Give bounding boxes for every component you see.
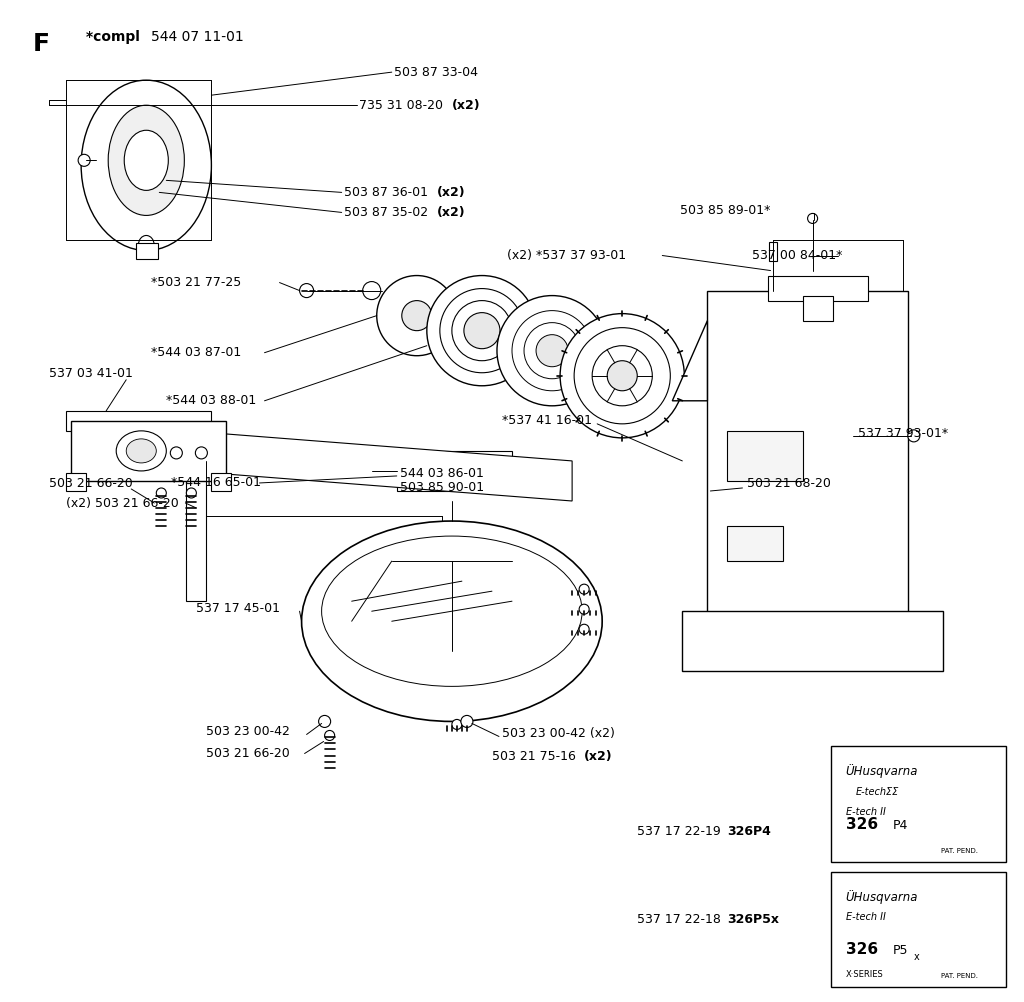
Ellipse shape (607, 361, 637, 391)
Ellipse shape (170, 447, 182, 459)
Bar (67, 473, 86, 491)
Bar (211, 473, 231, 491)
Text: 503 21 75-16: 503 21 75-16 (492, 750, 580, 763)
Ellipse shape (116, 431, 166, 471)
Text: 326P4: 326P4 (727, 826, 771, 838)
Text: 503 85 90-01: 503 85 90-01 (399, 482, 484, 494)
Ellipse shape (401, 301, 432, 331)
Text: F: F (33, 32, 50, 56)
Ellipse shape (452, 719, 462, 729)
Text: (x2) 503 21 66-20: (x2) 503 21 66-20 (67, 497, 179, 509)
Text: *544 16 65-01: *544 16 65-01 (171, 477, 261, 489)
Text: 326P5x: 326P5x (727, 914, 779, 926)
Ellipse shape (300, 284, 313, 298)
Text: *544 03 88-01: *544 03 88-01 (166, 395, 257, 407)
Ellipse shape (325, 730, 335, 740)
Ellipse shape (302, 521, 602, 721)
Text: 537 03 41-01: 537 03 41-01 (49, 368, 133, 380)
Ellipse shape (497, 296, 607, 406)
Text: 537 17 22-18: 537 17 22-18 (637, 914, 725, 926)
Ellipse shape (536, 335, 568, 367)
Bar (727, 526, 782, 561)
Bar (830, 872, 1006, 987)
Text: 537 37 93-01*: 537 37 93-01* (858, 428, 948, 440)
Text: 537 17 22-19: 537 17 22-19 (637, 826, 725, 838)
Text: 503 21 66-20: 503 21 66-20 (49, 478, 133, 490)
Text: 326: 326 (846, 942, 878, 957)
Text: 544 07 11-01: 544 07 11-01 (152, 30, 244, 44)
Polygon shape (673, 321, 708, 401)
Text: E-tech II: E-tech II (846, 807, 886, 817)
Text: 544 03 86-01: 544 03 86-01 (399, 468, 483, 480)
Text: PAT. PEND.: PAT. PEND. (941, 973, 978, 979)
Polygon shape (186, 431, 572, 501)
Polygon shape (186, 471, 207, 601)
Ellipse shape (362, 282, 381, 300)
Text: 503 23 00-42: 503 23 00-42 (207, 725, 290, 737)
Text: 503 87 36-01: 503 87 36-01 (344, 186, 432, 198)
Text: 735 31 08-20: 735 31 08-20 (358, 99, 446, 111)
Ellipse shape (78, 154, 90, 166)
Ellipse shape (109, 105, 184, 215)
Text: 503 87 33-04: 503 87 33-04 (394, 66, 478, 78)
Text: ÜHusqvarna: ÜHusqvarna (846, 765, 919, 779)
Ellipse shape (808, 213, 817, 223)
Text: 503 85 89-01*: 503 85 89-01* (680, 204, 771, 216)
Text: x: x (913, 952, 920, 962)
Ellipse shape (580, 624, 589, 634)
Ellipse shape (138, 235, 155, 256)
Text: *544 03 87-01: *544 03 87-01 (152, 347, 242, 359)
Text: 537 00 84-01*: 537 00 84-01* (753, 249, 843, 262)
Text: *503 21 77-25: *503 21 77-25 (152, 277, 242, 289)
Ellipse shape (560, 314, 684, 438)
Ellipse shape (157, 488, 166, 498)
Text: *compl: *compl (86, 30, 145, 44)
Text: ÜHusqvarna: ÜHusqvarna (846, 890, 919, 904)
Text: E-techΣΣ: E-techΣΣ (856, 787, 899, 797)
Ellipse shape (318, 715, 331, 727)
Ellipse shape (124, 130, 168, 190)
Text: E-tech II: E-tech II (846, 912, 886, 922)
Text: (x2): (x2) (584, 750, 612, 763)
Text: P4: P4 (893, 819, 908, 832)
Ellipse shape (464, 313, 500, 349)
Text: PAT. PEND.: PAT. PEND. (941, 848, 978, 854)
Text: 503 21 68-20: 503 21 68-20 (748, 478, 831, 490)
Ellipse shape (196, 447, 208, 459)
Text: 326: 326 (846, 817, 878, 832)
Bar (727, 431, 803, 481)
Text: 503 87 35-02: 503 87 35-02 (344, 206, 432, 218)
Bar (768, 242, 776, 261)
Text: 503 23 00-42 (x2): 503 23 00-42 (x2) (502, 727, 614, 739)
Ellipse shape (461, 715, 473, 727)
Bar (71, 421, 226, 481)
Bar (768, 276, 867, 301)
Bar (803, 296, 833, 321)
Ellipse shape (186, 488, 197, 498)
Ellipse shape (580, 604, 589, 614)
Text: P5: P5 (893, 944, 908, 957)
Ellipse shape (908, 430, 920, 442)
Ellipse shape (580, 584, 589, 594)
Text: *537 41 16-01: *537 41 16-01 (502, 415, 592, 427)
Bar (396, 451, 512, 491)
Ellipse shape (377, 276, 457, 356)
Bar (136, 243, 159, 259)
Bar (682, 611, 943, 671)
Bar (830, 746, 1006, 862)
Text: (x2): (x2) (437, 186, 466, 198)
Bar (708, 291, 908, 631)
Text: X·SERIES: X·SERIES (846, 970, 884, 979)
Text: (x2): (x2) (452, 99, 480, 111)
Text: 537 17 45-01: 537 17 45-01 (197, 602, 281, 614)
Ellipse shape (126, 439, 157, 463)
Text: (x2): (x2) (437, 206, 466, 218)
Ellipse shape (81, 80, 211, 250)
Text: (x2) *537 37 93-01: (x2) *537 37 93-01 (507, 249, 626, 262)
Polygon shape (67, 411, 211, 431)
Ellipse shape (427, 276, 537, 386)
Text: 503 21 66-20: 503 21 66-20 (207, 747, 290, 760)
